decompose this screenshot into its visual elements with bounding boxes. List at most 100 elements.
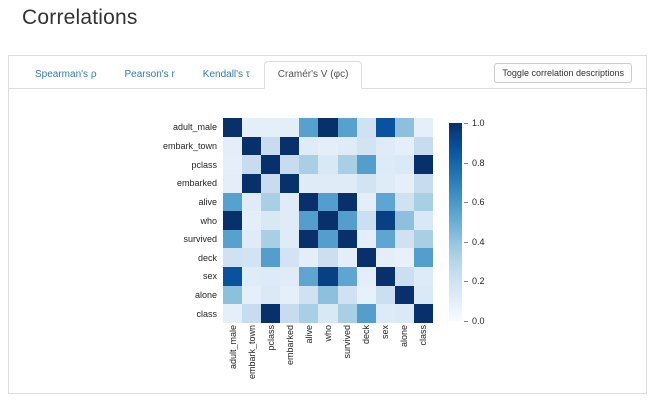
toggle-correlation-descriptions-button[interactable]: Toggle correlation descriptions [494, 63, 632, 83]
heatmap-cell [299, 211, 319, 230]
heatmap-cell [413, 285, 433, 305]
heatmap-cell [261, 229, 281, 249]
x-axis-label: survived [342, 325, 353, 359]
x-axis-label: embarked [284, 325, 295, 366]
tab-kendall[interactable]: Kendall's τ [189, 61, 264, 89]
heatmap-cell [337, 211, 357, 230]
heatmap-cell [337, 267, 357, 286]
x-axis-label-slot: alone [395, 325, 414, 393]
y-axis-label: embarked [176, 178, 217, 189]
colorbar-tick-mark [464, 202, 468, 204]
heatmap-cell [261, 136, 281, 156]
heatmap-cell [337, 118, 357, 137]
heatmap-cell [337, 155, 357, 174]
heatmap-cell [394, 248, 414, 268]
heatmap-cell [299, 248, 319, 268]
heatmap-cell [299, 173, 319, 193]
heatmap-cell [394, 155, 414, 174]
cramers-v-heatmap-figure: adult_male embark_town pclass embarked alive… [161, 111, 541, 396]
heatmap-cell [242, 118, 262, 137]
y-axis-label: alive [198, 196, 217, 207]
heatmap-cell [375, 229, 395, 249]
x-axis-label-slot: sex [376, 325, 395, 393]
colorbar-tick-label: 0.4 [472, 236, 485, 247]
heatmap-cell [394, 173, 414, 193]
heatmap-cell [394, 192, 414, 212]
x-axis-label: alone [399, 325, 410, 348]
heatmap-cell [375, 285, 395, 305]
heatmap-cell [261, 173, 281, 193]
colorbar-tick-mark [464, 162, 468, 164]
heatmap-cell [375, 155, 395, 174]
heatmap-cell [337, 173, 357, 193]
heatmap-cell [242, 285, 262, 305]
heatmap-cell [280, 248, 300, 268]
colorbar-tick-mark [464, 321, 468, 322]
x-axis-label-slot: who [318, 325, 337, 393]
heatmap-y-axis-labels: adult_male embark_town pclass embarked alive… [161, 118, 223, 323]
heatmap-cell [413, 118, 433, 137]
tab-cramers-v[interactable]: Cramér's V (φc) [263, 61, 363, 89]
heatmap-cell [299, 155, 319, 174]
colorbar-tick-label: 0.0 [472, 316, 485, 326]
heatmap-cell [356, 118, 376, 137]
heatmap-cell [375, 211, 395, 230]
x-axis-label-slot: survived [338, 325, 357, 393]
x-axis-label-slot: pclass [261, 325, 280, 393]
heatmap-cell [394, 118, 414, 137]
heatmap-cell [280, 118, 300, 137]
colorbar-tick-mark [464, 241, 468, 243]
heatmap-cell [356, 248, 376, 268]
colorbar-tick-label: 0.2 [472, 276, 485, 287]
y-axis-label: who [200, 215, 217, 226]
heatmap-cell [318, 285, 338, 305]
x-axis-label: pclass [265, 325, 276, 351]
heatmap-cell [299, 304, 319, 323]
y-axis-label: embark_town [162, 140, 217, 151]
heatmap-cell [356, 136, 376, 156]
heatmap-cell [299, 229, 319, 249]
heatmap-cell [223, 136, 243, 156]
heatmap-cell [242, 304, 262, 323]
heatmap-cell [223, 229, 243, 249]
heatmap-cell [299, 267, 319, 286]
tab-spearman[interactable]: Spearman's ρ [21, 61, 111, 89]
heatmap-cell [413, 304, 433, 323]
heatmap-cell [375, 173, 395, 193]
heatmap-cell [223, 118, 243, 137]
heatmap-cell [261, 248, 281, 268]
heatmap-x-axis-labels: adult_male embark_town pclass embarked alive… [223, 325, 433, 393]
heatmap-cell [318, 229, 338, 249]
heatmap-cell [261, 118, 281, 137]
heatmap-cell [242, 173, 262, 193]
colorbar [449, 123, 462, 321]
correlation-tabbar: Spearman's ρ Pearson's r Kendall's τ Cra… [9, 56, 646, 89]
tab-pearson[interactable]: Pearson's r [111, 61, 189, 89]
heatmap-cell [280, 304, 300, 323]
heatmap-cell [280, 155, 300, 174]
colorbar-tick-label: 1.0 [472, 118, 485, 128]
x-axis-label: deck [361, 325, 372, 345]
colorbar-tick-mark [464, 281, 468, 283]
x-axis-label: sex [380, 325, 391, 340]
colorbar-tick-label: 0.6 [472, 197, 485, 208]
heatmap-cell [223, 285, 243, 305]
x-axis-label-slot: adult_male [223, 325, 242, 393]
heatmap-cell [318, 248, 338, 268]
heatmap-cell [375, 136, 395, 156]
heatmap-cell [280, 136, 300, 156]
heatmap-cell [280, 285, 300, 305]
heatmap-cell [413, 229, 433, 249]
heatmap-cell [280, 211, 300, 230]
heatmap-cell [337, 229, 357, 249]
heatmap-cell [242, 248, 262, 268]
heatmap-cell [413, 136, 433, 156]
x-axis-label: embark_town [246, 325, 257, 380]
heatmap-cell [242, 229, 262, 249]
heatmap-cell [318, 304, 338, 323]
heatmap-cell [280, 192, 300, 212]
heatmap-cell [299, 285, 319, 305]
x-axis-label-slot: alive [299, 325, 318, 393]
heatmap-cell [261, 211, 281, 230]
heatmap-cell [337, 248, 357, 268]
